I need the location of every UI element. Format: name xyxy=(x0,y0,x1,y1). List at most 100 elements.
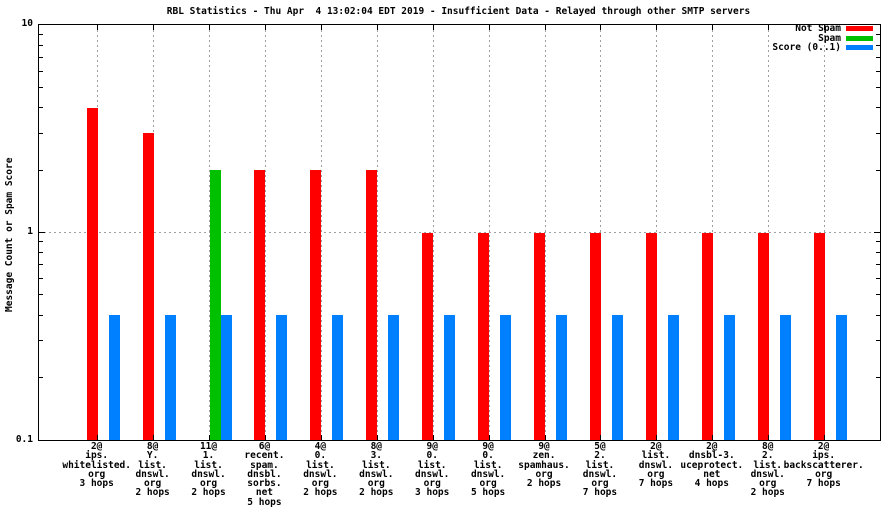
y-tick-left xyxy=(39,278,43,280)
category-label-line: list. xyxy=(585,459,615,471)
category-label-line: list. xyxy=(641,450,671,462)
category-label-line: 9@ xyxy=(482,441,494,452)
category-label-10: 2@ list. dnswl. org 7 hops xyxy=(596,442,716,490)
y-tick-right xyxy=(876,252,880,254)
y-tick-right xyxy=(876,132,880,134)
category-label-line: org xyxy=(311,478,329,490)
category-label-line: 9@ xyxy=(538,441,550,452)
x-tick-top-1 xyxy=(153,25,155,30)
category-label-13: 2@ ips. backscatterer. org 7 hops xyxy=(764,442,884,490)
category-label-line: 4 hops xyxy=(694,478,729,490)
category-label-line: org xyxy=(367,478,385,490)
category-label-line: org xyxy=(199,478,218,490)
y-tick-left xyxy=(39,252,43,254)
category-label-line: dnswl. xyxy=(750,468,785,480)
category-label-line: 3 hops xyxy=(415,487,450,499)
x-tick-bottom-0 xyxy=(97,435,99,440)
y-tick-left xyxy=(39,264,43,266)
bar-score-0-1--2 xyxy=(220,315,232,440)
category-label-1: 8@ Y. list. dnswl. org 2 hops xyxy=(93,442,213,498)
category-label-line: spam. xyxy=(250,459,279,471)
y-tick-right xyxy=(876,70,880,72)
y-tick-right xyxy=(876,314,880,316)
bar-score-0-1--4 xyxy=(332,315,344,440)
bar-not-spam-4 xyxy=(310,170,322,440)
chart-title: RBL Statistics - Thu Apr 4 13:02:04 EDT … xyxy=(166,6,751,17)
category-label-line: org xyxy=(144,478,162,490)
y-tick-label-1: 1 xyxy=(27,226,33,237)
x-tick-top-0 xyxy=(97,25,99,30)
category-label-line: dnswl. xyxy=(638,459,674,471)
legend-row-spam: Spam xyxy=(772,33,873,44)
y-tick-right xyxy=(876,278,880,280)
category-label-line: spamhaus. xyxy=(518,459,570,471)
category-label-line: sorbs. xyxy=(247,478,282,490)
category-label-line: zen. xyxy=(532,450,556,462)
bar-score-0-1--5 xyxy=(388,315,400,440)
x-tick-bottom-8 xyxy=(544,435,546,440)
gridline-x-5 xyxy=(376,25,378,440)
category-label-line: 0. xyxy=(482,450,494,462)
category-label-2: 11@ 1. list. dnswl. org 2 hops xyxy=(149,442,269,498)
y-tick-left xyxy=(39,107,43,109)
bar-score-0-1--3 xyxy=(276,315,288,440)
category-label-5: 8@ 3. list. dnswl. org 2 hops xyxy=(316,442,436,498)
y-tick-right xyxy=(876,44,880,46)
category-label-0: 2@ ips. whitelisted. org 3 hops xyxy=(37,442,157,489)
category-label-12: 8@ 2. list. dnswl. org 2 hops xyxy=(708,442,828,498)
y-tick-right xyxy=(876,86,880,88)
legend-row-not-spam: Not Spam xyxy=(772,23,873,34)
category-label-line: dnsbl-3. xyxy=(688,450,735,462)
category-label-line: dnswl. xyxy=(191,468,226,480)
category-label-line: 7 hops xyxy=(638,478,674,490)
x-tick-top-2 xyxy=(209,25,211,30)
x-tick-top-4 xyxy=(320,25,322,30)
legend-swatch-spam-icon xyxy=(846,35,873,41)
bar-not-spam-3 xyxy=(254,170,266,440)
category-label-line: whitelisted. xyxy=(62,459,131,471)
y-tick-left xyxy=(39,169,43,171)
bar-score-0-1--0 xyxy=(108,315,120,440)
gridline-x-0 xyxy=(97,25,99,440)
x-tick-bottom-7 xyxy=(488,435,490,440)
category-label-line: ips. xyxy=(85,450,109,462)
legend-row-score: Score (0..1) xyxy=(772,42,873,53)
x-tick-top-6 xyxy=(432,25,434,30)
bar-not-spam-9 xyxy=(589,232,601,440)
bar-score-0-1--11 xyxy=(723,315,735,440)
gridline-x-3 xyxy=(264,25,266,440)
y-tick-left xyxy=(39,340,43,342)
bar-spam-2 xyxy=(209,170,221,440)
bar-not-spam-10 xyxy=(645,232,657,440)
category-label-line: dnswl. xyxy=(359,468,394,480)
category-label-line: 3. xyxy=(370,450,383,462)
category-label-11: 2@ dnsbl-3. uceprotect. net 4 hops xyxy=(652,442,772,490)
gridline-x-4 xyxy=(320,25,322,440)
category-label-line: dnswl. xyxy=(582,468,618,480)
bar-score-0-1--13 xyxy=(835,315,847,440)
category-label-line: backscatterer. xyxy=(783,459,864,471)
x-tick-top-5 xyxy=(376,25,378,30)
y-tick-left xyxy=(39,132,43,134)
category-label-line: org xyxy=(815,468,833,480)
category-label-line: 7 hops xyxy=(806,478,841,490)
x-tick-top-11 xyxy=(712,25,714,30)
bar-not-spam-13 xyxy=(813,232,825,440)
gridline-x-12 xyxy=(768,25,770,440)
category-label-line: 2. xyxy=(762,450,774,462)
category-label-line: ips. xyxy=(812,450,836,462)
category-label-line: 1. xyxy=(202,450,215,462)
category-label-line: net xyxy=(703,468,721,480)
category-label-line: 2 hops xyxy=(750,487,785,499)
y-tick-right xyxy=(876,340,880,342)
x-tick-bottom-2 xyxy=(209,435,211,440)
x-tick-bottom-6 xyxy=(432,435,434,440)
bar-score-0-1--6 xyxy=(444,315,456,440)
category-label-line: org xyxy=(88,468,106,480)
category-label-line: 0. xyxy=(314,450,327,462)
category-label-line: 9@ xyxy=(426,441,438,452)
bar-score-0-1--8 xyxy=(556,315,568,440)
gridline-x-1 xyxy=(153,25,155,440)
category-label-line: 2 hops xyxy=(359,487,394,499)
category-label-line: 2. xyxy=(594,450,606,462)
